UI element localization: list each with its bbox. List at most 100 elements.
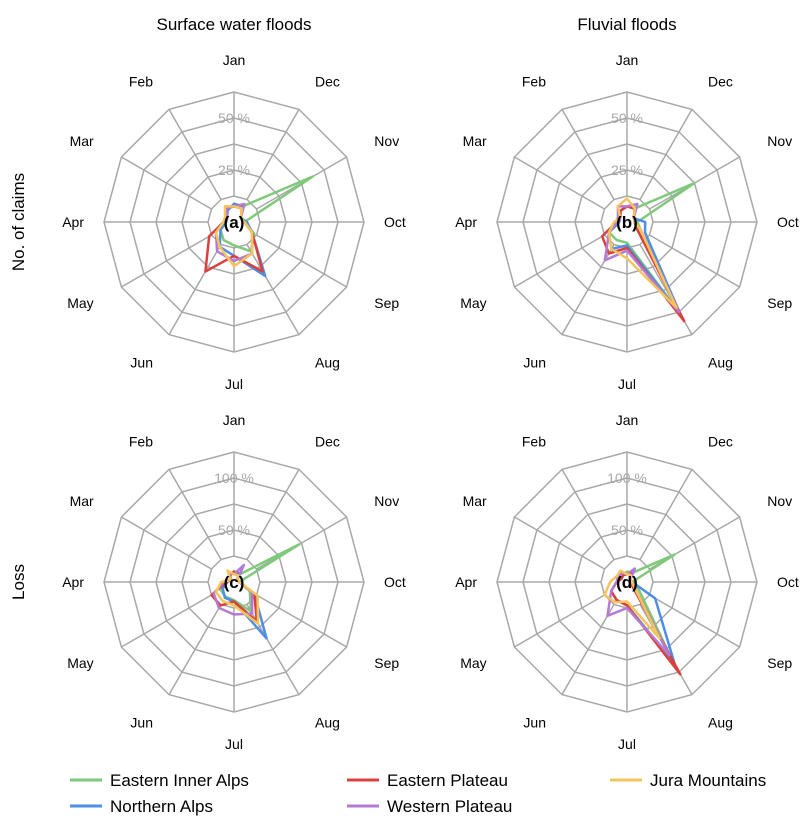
legend-label: Northern Alps: [110, 797, 213, 816]
month-label-feb: Feb: [129, 74, 153, 90]
month-label-aug: Aug: [708, 714, 733, 730]
legend-item-eastern-plateau: Eastern Plateau: [347, 771, 508, 790]
month-label-oct: Oct: [384, 574, 406, 590]
percent-tick-label: 50 %: [611, 522, 643, 538]
radar-panel-3: 50 % 100 % Jan Feb Mar Apr May Jun Jul Aug Sep Oct N…: [62, 412, 406, 752]
series-line-jura-mountains: [603, 569, 661, 640]
month-label-jul: Jul: [225, 376, 243, 392]
month-label-sep: Sep: [374, 295, 399, 311]
grid-spoke: [168, 244, 222, 335]
month-label-apr: Apr: [62, 574, 84, 590]
grid-spoke: [561, 604, 615, 695]
grid-spoke: [639, 469, 693, 560]
legend-item-western-plateau: Western Plateau: [347, 797, 512, 816]
month-label-sep: Sep: [374, 655, 399, 671]
month-label-aug: Aug: [315, 714, 340, 730]
month-label-jan: Jan: [223, 412, 246, 428]
radar-panel-4: 50 % 100 % Jan Feb Mar Apr May Jun Jul Aug Sep Oct N…: [455, 412, 799, 752]
grid-spoke: [168, 469, 222, 560]
month-label-dec: Dec: [708, 434, 733, 450]
panel-label: (d): [616, 573, 638, 592]
month-label-jul: Jul: [618, 376, 636, 392]
month-label-jan: Jan: [616, 412, 639, 428]
grid-spoke: [639, 109, 693, 200]
column-title-fluvial: Fluvial floods: [577, 15, 676, 34]
month-label-may: May: [460, 655, 486, 671]
month-label-sep: Sep: [767, 295, 792, 311]
month-label-feb: Feb: [129, 434, 153, 450]
series-line-jura-mountains: [214, 204, 254, 268]
month-label-feb: Feb: [522, 74, 546, 90]
grid-spoke: [121, 516, 212, 570]
grid-spoke: [121, 594, 212, 648]
percent-tick-label: 100 %: [214, 470, 254, 486]
month-label-mar: Mar: [70, 493, 94, 509]
percent-tick-label: 100 %: [607, 470, 647, 486]
month-label-aug: Aug: [708, 354, 733, 370]
series-line-jura-mountains: [607, 197, 678, 309]
series-line-jura-mountains: [214, 569, 260, 625]
grid-spoke: [649, 594, 740, 648]
month-label-jul: Jul: [618, 736, 636, 752]
percent-tick-label: 50 %: [218, 110, 250, 126]
percent-tick-label: 25 %: [218, 162, 250, 178]
month-label-oct: Oct: [777, 214, 799, 230]
month-label-nov: Nov: [767, 133, 792, 149]
column-title-surface: Surface water floods: [157, 15, 312, 34]
month-label-dec: Dec: [708, 74, 733, 90]
panel-label: (c): [224, 573, 245, 592]
month-label-sep: Sep: [767, 655, 792, 671]
grid-spoke: [514, 234, 605, 288]
month-label-feb: Feb: [522, 434, 546, 450]
grid-spoke: [168, 604, 222, 695]
row-title-loss: Loss: [9, 564, 28, 600]
month-label-apr: Apr: [62, 214, 84, 230]
legend-label: Jura Mountains: [650, 771, 766, 790]
month-label-aug: Aug: [315, 354, 340, 370]
panel-label: (b): [616, 213, 638, 232]
month-label-mar: Mar: [70, 133, 94, 149]
month-label-jun: Jun: [523, 354, 546, 370]
month-label-jun: Jun: [130, 714, 153, 730]
month-label-jul: Jul: [225, 736, 243, 752]
grid-spoke: [246, 469, 300, 560]
month-label-dec: Dec: [315, 434, 340, 450]
month-label-jun: Jun: [523, 714, 546, 730]
panel-label: (a): [224, 213, 245, 232]
percent-tick-label: 25 %: [611, 162, 643, 178]
radar-panel-1: 25 % 50 % Jan Feb Mar Apr May Jun Jul Aug Sep Oct No…: [62, 52, 406, 392]
month-label-may: May: [460, 295, 486, 311]
grid-spoke: [561, 109, 615, 200]
month-label-jun: Jun: [130, 354, 153, 370]
month-label-mar: Mar: [463, 133, 487, 149]
grid-spoke: [121, 156, 212, 210]
grid-spoke: [168, 109, 222, 200]
grid-spoke: [246, 244, 300, 335]
month-label-jan: Jan: [616, 52, 639, 68]
month-label-may: May: [67, 655, 93, 671]
percent-tick-label: 50 %: [611, 110, 643, 126]
month-label-nov: Nov: [767, 493, 792, 509]
month-label-oct: Oct: [777, 574, 799, 590]
legend-label: Eastern Inner Alps: [110, 771, 249, 790]
month-label-nov: Nov: [374, 493, 399, 509]
grid-spoke: [561, 469, 615, 560]
legend-item-northern-alps: Northern Alps: [70, 797, 213, 816]
radar-panel-2: 25 % 50 % Jan Feb Mar Apr May Jun Jul Aug Sep Oct No…: [455, 52, 799, 392]
grid-spoke: [121, 234, 212, 288]
legend-label: Eastern Plateau: [387, 771, 508, 790]
month-label-may: May: [67, 295, 93, 311]
grid-spoke: [246, 109, 300, 200]
row-title-claims: No. of claims: [9, 173, 28, 271]
grid-spoke: [256, 234, 347, 288]
grid-spoke: [514, 156, 605, 210]
month-label-oct: Oct: [384, 214, 406, 230]
month-label-mar: Mar: [463, 493, 487, 509]
month-label-apr: Apr: [455, 574, 477, 590]
month-label-apr: Apr: [455, 214, 477, 230]
grid-spoke: [256, 594, 347, 648]
legend: Eastern Inner Alps Northern Alps Eastern P…: [70, 771, 766, 816]
grid-spoke: [649, 234, 740, 288]
percent-tick-label: 50 %: [218, 522, 250, 538]
